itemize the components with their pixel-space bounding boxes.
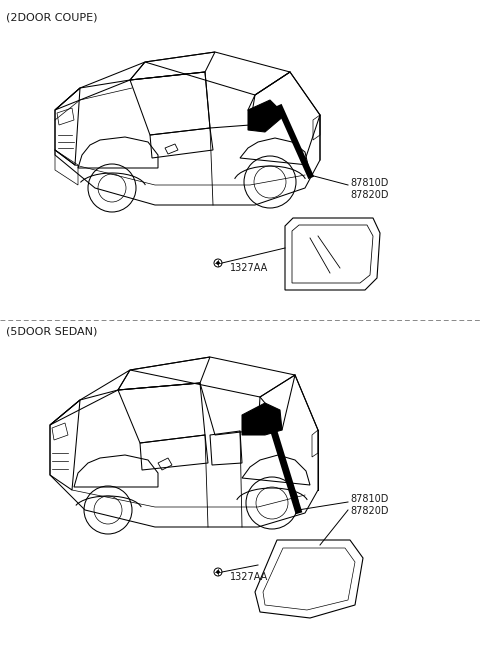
Polygon shape bbox=[242, 403, 282, 435]
Circle shape bbox=[216, 571, 219, 573]
Text: 87820D: 87820D bbox=[350, 190, 388, 200]
Text: 1327AA: 1327AA bbox=[230, 572, 268, 582]
Text: (2DOOR COUPE): (2DOOR COUPE) bbox=[6, 12, 97, 22]
Text: 1327AA: 1327AA bbox=[230, 263, 268, 273]
Text: 87810D: 87810D bbox=[350, 494, 388, 504]
Text: 87820D: 87820D bbox=[350, 506, 388, 516]
Polygon shape bbox=[248, 100, 285, 132]
Circle shape bbox=[216, 262, 219, 264]
Text: (5DOOR SEDAN): (5DOOR SEDAN) bbox=[6, 326, 97, 336]
Text: 87810D: 87810D bbox=[350, 178, 388, 188]
